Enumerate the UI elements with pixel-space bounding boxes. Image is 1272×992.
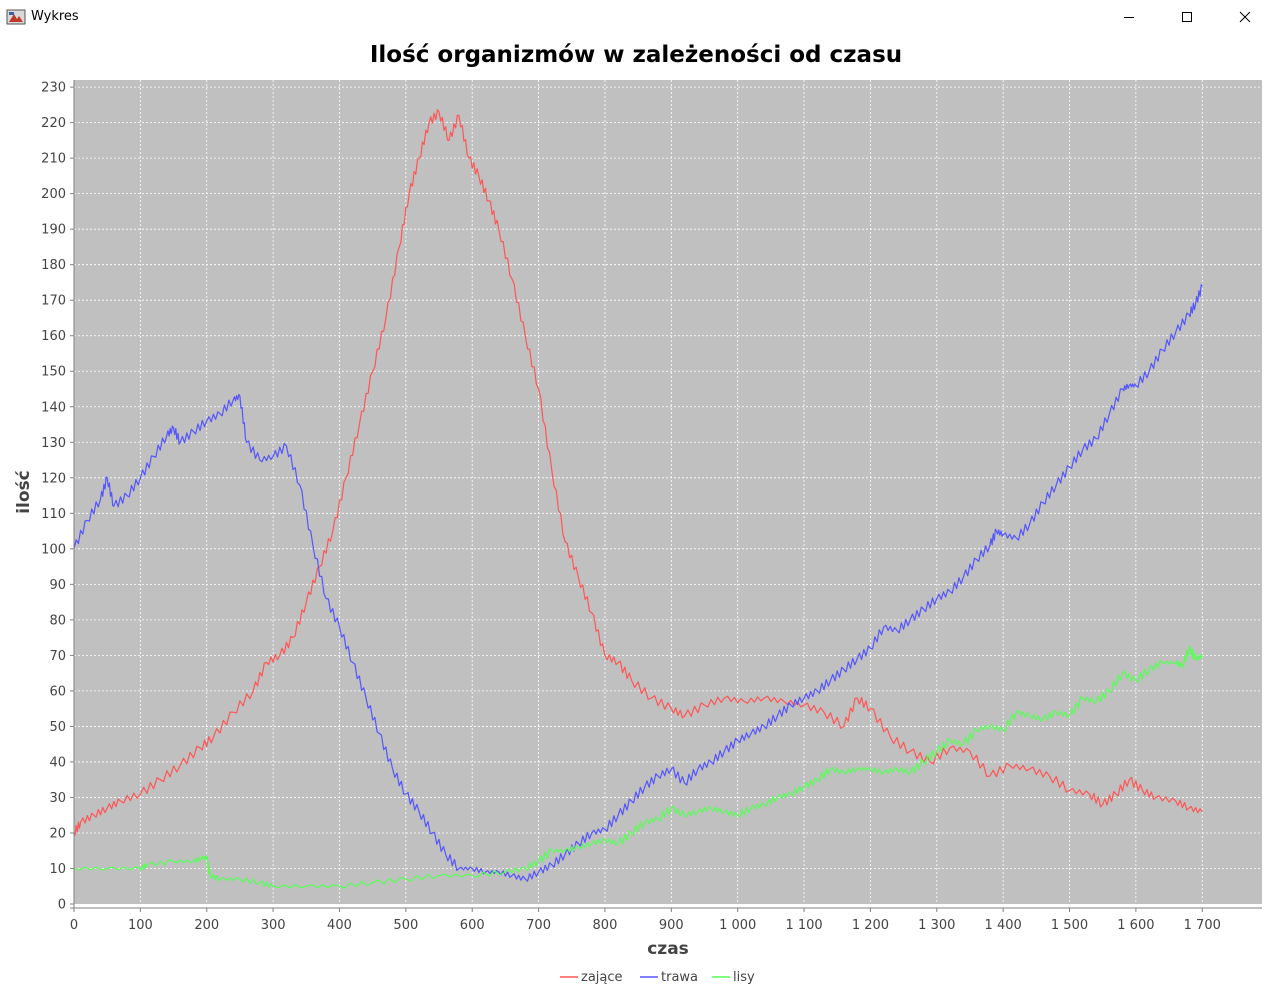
y-tick-label: 120 bbox=[41, 471, 66, 486]
x-tick-label: 1 200 bbox=[852, 918, 889, 933]
series-line-1 bbox=[73, 109, 1203, 836]
y-tick-label: 40 bbox=[49, 755, 66, 770]
legend-entry: trawa bbox=[661, 970, 698, 985]
gridlines bbox=[74, 80, 1262, 904]
y-tick-label: 220 bbox=[41, 116, 66, 131]
window-title: Wykres bbox=[31, 9, 79, 24]
y-tick-label: 90 bbox=[49, 578, 66, 593]
close-button[interactable] bbox=[1222, 0, 1268, 34]
plot-area bbox=[74, 80, 1262, 904]
y-tick-label: 170 bbox=[41, 294, 66, 309]
y-tick-label: 100 bbox=[41, 542, 66, 557]
line-chart: Ilość organizmów w zależeności od czasu … bbox=[14, 42, 1262, 985]
x-tick-label: 800 bbox=[593, 918, 618, 933]
y-tick-label: 30 bbox=[49, 791, 66, 806]
y-tick-label: 110 bbox=[41, 507, 66, 522]
y-tick-label: 140 bbox=[41, 400, 66, 415]
axes bbox=[70, 80, 1262, 909]
y-tick-label: 150 bbox=[41, 365, 66, 380]
x-tick-label: 500 bbox=[393, 918, 418, 933]
y-tick-label: 10 bbox=[49, 862, 66, 877]
x-axis-title: czas bbox=[647, 939, 689, 959]
x-tick-label: 900 bbox=[659, 918, 684, 933]
minimize-icon bbox=[1124, 17, 1134, 18]
x-tick-label: 1 300 bbox=[918, 918, 955, 933]
y-tick-label: 50 bbox=[49, 720, 66, 735]
series-line-3 bbox=[73, 645, 1203, 889]
y-axis-ticks: 0 10 20 30 40 50 60 70 80 90 100 110 120 130 140 150 160… bbox=[41, 81, 74, 913]
legend-entry: lisy bbox=[733, 970, 755, 985]
y-tick-label: 130 bbox=[41, 436, 66, 451]
x-tick-label: 1 100 bbox=[785, 918, 822, 933]
x-tick-label: 600 bbox=[460, 918, 485, 933]
y-tick-label: 60 bbox=[49, 684, 66, 699]
y-tick-label: 80 bbox=[49, 613, 66, 628]
y-tick-label: 0 bbox=[58, 898, 66, 913]
y-tick-label: 230 bbox=[41, 81, 66, 96]
x-tick-label: 200 bbox=[194, 918, 219, 933]
chart-title: Ilość organizmów w zależeności od czasu bbox=[370, 42, 902, 68]
y-tick-label: 180 bbox=[41, 258, 66, 273]
x-tick-label: 1 400 bbox=[985, 918, 1022, 933]
x-tick-label: 1 500 bbox=[1051, 918, 1088, 933]
y-tick-label: 70 bbox=[49, 649, 66, 664]
x-tick-label: 300 bbox=[261, 918, 286, 933]
y-tick-label: 200 bbox=[41, 187, 66, 202]
x-tick-label: 700 bbox=[526, 918, 551, 933]
y-tick-label: 160 bbox=[41, 329, 66, 344]
y-tick-label: 20 bbox=[49, 826, 66, 841]
x-tick-label: 1 000 bbox=[719, 918, 756, 933]
maximize-icon bbox=[1182, 12, 1192, 22]
x-tick-label: 100 bbox=[128, 918, 153, 933]
x-tick-label: 0 bbox=[70, 918, 78, 933]
x-tick-label: 1 700 bbox=[1184, 918, 1221, 933]
y-tick-label: 210 bbox=[41, 152, 66, 167]
legend-entry: zające bbox=[581, 970, 623, 985]
x-axis-ticks: 0 100 200 300 400 500 600 700 800 900 1 000 1 100 1 … bbox=[70, 908, 1221, 933]
title-bar[interactable]: Wykres bbox=[0, 0, 1272, 34]
maximize-button[interactable] bbox=[1164, 0, 1210, 34]
java-app-icon bbox=[6, 9, 26, 25]
y-axis-title: ilość bbox=[14, 470, 34, 514]
series-line-2 bbox=[73, 284, 1203, 882]
legend: zające trawa lisy bbox=[560, 970, 755, 985]
x-tick-label: 1 600 bbox=[1117, 918, 1154, 933]
minimize-button[interactable] bbox=[1106, 0, 1152, 34]
series-layer bbox=[73, 109, 1203, 889]
close-icon bbox=[1239, 11, 1251, 23]
x-tick-label: 400 bbox=[327, 918, 352, 933]
y-tick-label: 190 bbox=[41, 223, 66, 238]
